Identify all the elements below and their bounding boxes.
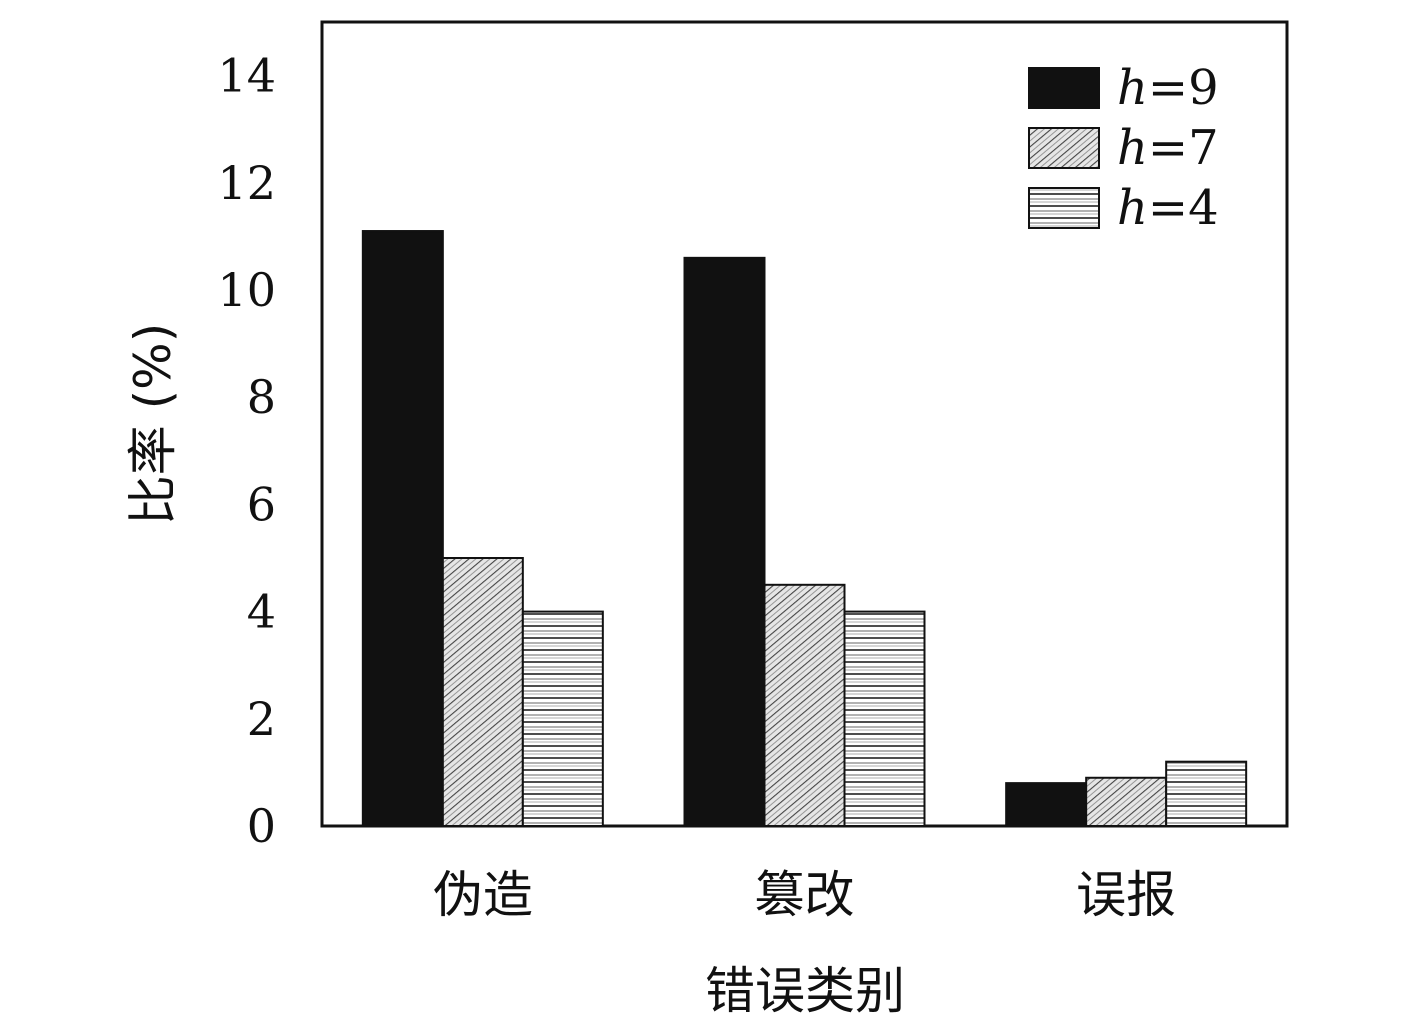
bar-h=7-误报	[1085, 776, 1168, 828]
y-tick-label: 6	[247, 477, 276, 531]
y-tick-label: 8	[247, 370, 276, 424]
bar-h=9-篡改	[683, 256, 766, 827]
x-tick-labels: 伪造 篡改 误报	[433, 866, 1176, 924]
legend: h=9h=7h=4	[1028, 60, 1219, 236]
legend-swatch-h=9	[1028, 67, 1100, 109]
bar-h=4-误报	[1165, 760, 1248, 827]
legend-label-h=9: h=9	[1117, 60, 1219, 116]
legend-label-h=4: h=4	[1117, 180, 1219, 236]
bar-h=9-误报	[1005, 782, 1088, 827]
y-tick-labels: 0 2 4 6 8 10 12 14	[217, 49, 276, 853]
y-tick-label: 12	[217, 156, 276, 210]
bars-group	[361, 230, 1248, 828]
x-tick-label: 伪造	[433, 866, 533, 924]
y-tick-label: 14	[217, 49, 276, 103]
y-tick-label: 2	[247, 692, 276, 746]
x-axis-title: 错误类别	[705, 962, 905, 1020]
bar-h=4-篡改	[843, 610, 926, 827]
y-tick-label: 4	[247, 585, 276, 639]
x-tick-label: 误报	[1076, 866, 1176, 924]
legend-swatch-h=7	[1028, 127, 1100, 169]
y-tick-label: 10	[217, 263, 276, 317]
y-axis-title: 比率 (%)	[124, 323, 182, 525]
y-tick-label: 0	[247, 799, 276, 853]
bar-h=4-伪造	[521, 610, 604, 827]
bar-h=9-伪造	[361, 230, 444, 828]
bar-h=7-伪造	[441, 557, 524, 827]
legend-label-h=7: h=7	[1117, 120, 1219, 176]
x-tick-label: 篡改	[755, 866, 855, 924]
legend-swatch-h=4	[1028, 187, 1100, 229]
bar-h=7-篡改	[763, 583, 846, 827]
